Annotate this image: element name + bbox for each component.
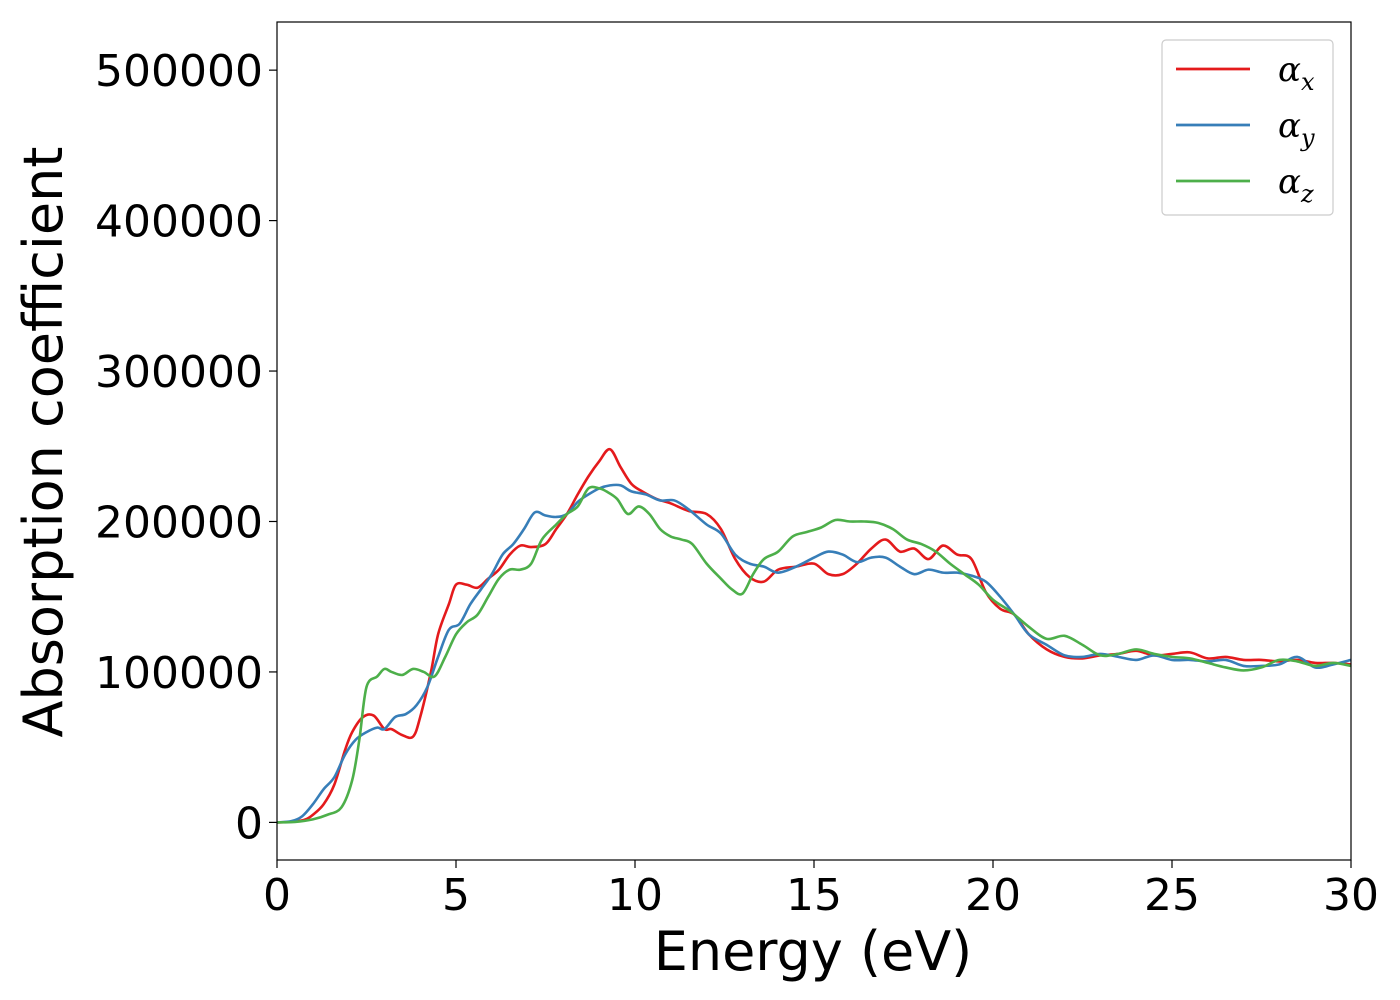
x-tick-label: 10 [607,870,663,921]
series-line-z [277,485,1351,824]
legend: αx αy αz [1161,39,1334,216]
y-tick-label: 400000 [95,197,263,248]
x-axis-label: Energy (eV) [654,920,973,983]
x-tick-label: 5 [442,870,470,921]
series-line-y [277,483,1351,824]
y-tick-label: 100000 [95,648,263,699]
legend-entry-y: αy [1278,106,1315,152]
x-tick-label: 30 [1323,870,1379,921]
y-axis: 0 100000 200000 300000 400000 500000 [95,46,277,849]
x-axis: 0 5 10 15 20 25 30 [263,860,1379,921]
legend-box [1161,39,1334,216]
y-tick-label: 200000 [95,497,263,548]
y-tick-label: 300000 [95,347,263,398]
x-tick-label: 0 [263,870,291,921]
legend-entry-z: αz [1278,162,1314,208]
series-layer [277,447,1351,824]
legend-entry-x: αx [1278,50,1315,96]
y-tick-label: 0 [235,798,263,849]
y-axis-label: Absorption coefficient [12,147,75,738]
x-tick-label: 25 [1144,870,1200,921]
y-tick-label: 500000 [95,46,263,97]
x-tick-label: 15 [786,870,842,921]
x-tick-label: 20 [965,870,1021,921]
